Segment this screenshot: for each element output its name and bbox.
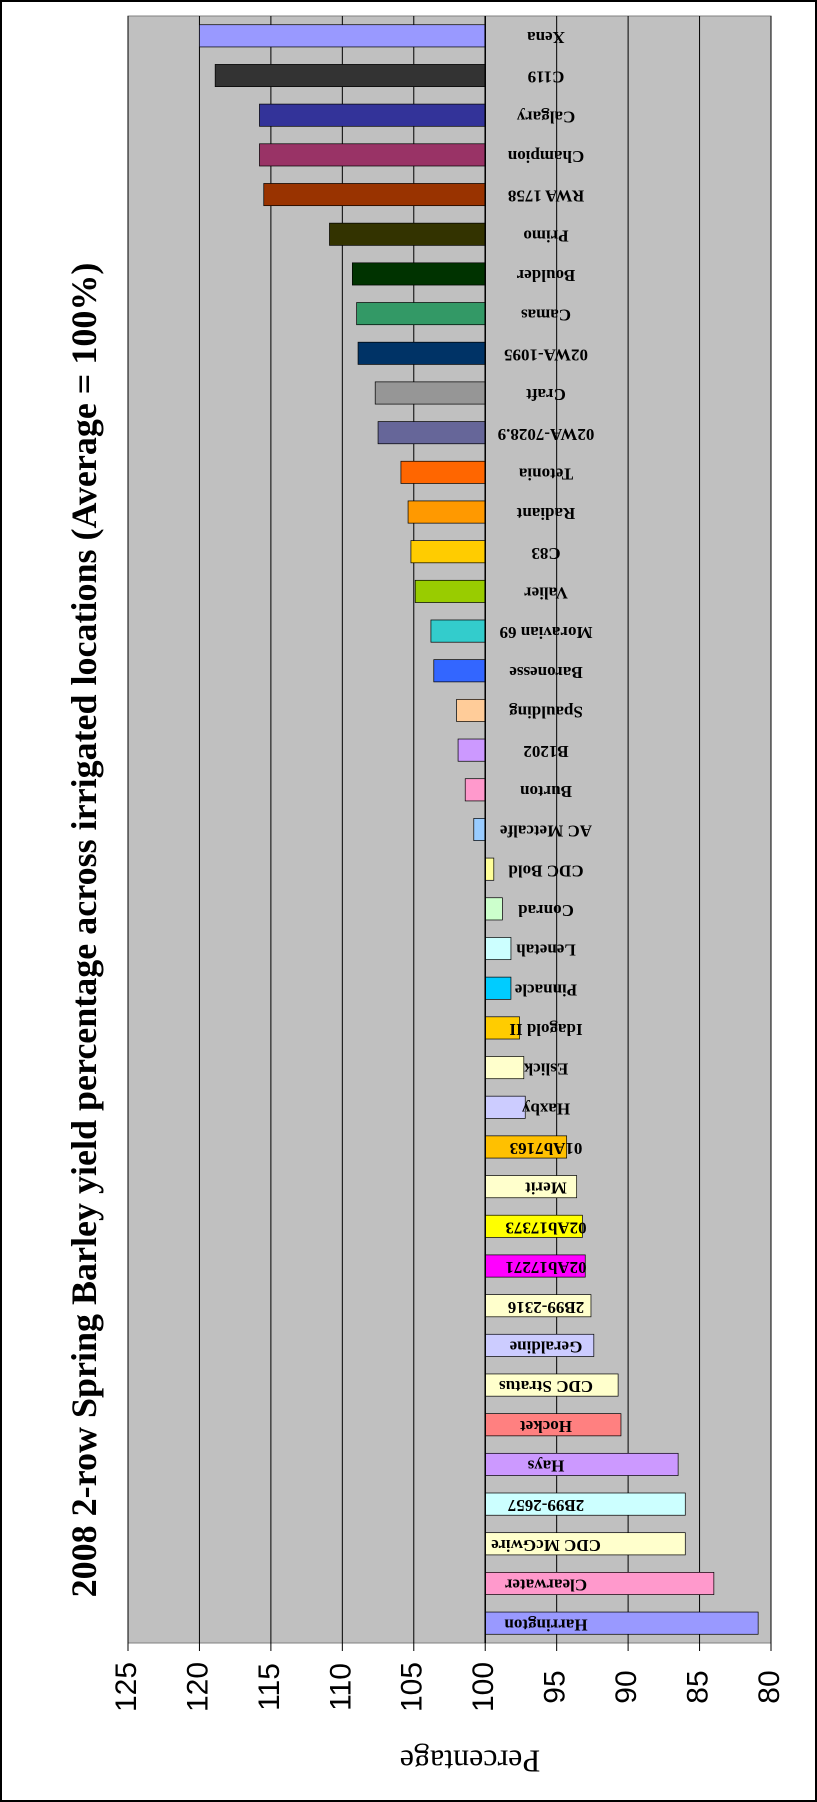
y-tick-label: 80 [753, 1670, 786, 1703]
bar [484, 1095, 526, 1119]
category-label: Conrad [518, 901, 574, 920]
bar [259, 103, 486, 127]
y-tick-label: 125 [110, 1662, 143, 1712]
category-label: Tetonia [518, 464, 573, 483]
category-label: Lenetah [516, 941, 576, 960]
category-label: 02Ab17271 [505, 1258, 586, 1277]
category-label: Calgary [516, 107, 575, 126]
category-label: CDC Stratus [499, 1377, 593, 1396]
bar [377, 421, 486, 445]
bar [199, 24, 486, 48]
y-tick-label: 115 [253, 1663, 286, 1711]
bar [407, 500, 486, 524]
category-label: B1202 [523, 742, 568, 761]
category-label: C83 [531, 544, 560, 563]
bar [433, 659, 486, 683]
bar [357, 341, 486, 365]
bar [214, 64, 486, 87]
category-label: Hocket [520, 1417, 572, 1436]
category-label: Clearwater [504, 1576, 587, 1595]
category-label: Burton [519, 782, 572, 801]
category-label: C119 [528, 68, 565, 87]
category-label: 02Ab17373 [505, 1218, 586, 1237]
category-label: Xena [527, 28, 565, 47]
y-tick-label: 100 [467, 1662, 500, 1712]
category-label: Harrington [504, 1615, 588, 1634]
bar [456, 698, 486, 722]
y-tick-label: 95 [539, 1670, 572, 1703]
bar [457, 738, 486, 762]
bar [430, 619, 486, 643]
category-label: Pinnacle [514, 980, 577, 999]
category-label: 02WA-1095 [504, 345, 588, 364]
category-label: Champion [507, 147, 584, 166]
bar [473, 818, 486, 841]
plot-area [127, 15, 772, 1644]
y-tick-label: 120 [181, 1662, 214, 1712]
category-label: Hays [527, 1457, 564, 1476]
bar [374, 381, 486, 405]
bar [484, 1056, 525, 1080]
category-label: Eslick [523, 1060, 568, 1079]
category-label: Spaulding [509, 703, 583, 722]
chart-title: 2008 2-row Spring Barley yield percentag… [64, 262, 104, 1598]
bar [484, 857, 495, 881]
bar [263, 183, 486, 207]
category-label: RWA 1758 [508, 187, 584, 206]
y-tick-label: 90 [610, 1670, 643, 1703]
y-axis-label: Percentage [400, 1744, 540, 1780]
category-label: Idagold II [509, 1020, 583, 1039]
category-label: CDC Bold [508, 861, 584, 880]
category-label: Boulder [516, 266, 575, 285]
y-tick-label: 110 [324, 1663, 357, 1711]
category-label: 2B99-2657 [507, 1496, 584, 1515]
category-label: Haxby [521, 1099, 570, 1118]
category-label: Craft [526, 385, 566, 404]
category-label: Camas [521, 306, 571, 325]
category-label: Radiant [516, 504, 575, 523]
category-label: AC Metcalfe [500, 822, 592, 841]
bar [400, 460, 486, 484]
category-label: Valier [524, 583, 568, 602]
category-label: Primo [523, 226, 568, 245]
bar [414, 579, 486, 603]
category-label: 01Ab7163 [510, 1139, 583, 1158]
category-label: Moravian 69 [499, 623, 592, 642]
bar [484, 976, 512, 1000]
category-label: Geraldine [509, 1337, 582, 1356]
bar [484, 1452, 679, 1476]
bar [356, 302, 486, 326]
y-tick-label: 105 [396, 1662, 429, 1712]
category-label: Merit [525, 1179, 567, 1198]
category-label: 2B99-2316 [508, 1298, 585, 1317]
bar [410, 540, 486, 564]
y-tick-label: 85 [681, 1670, 714, 1703]
category-label: CDC McGwire [491, 1536, 601, 1555]
bar [259, 143, 486, 167]
bar [484, 897, 503, 921]
bar [484, 937, 512, 961]
category-label: Baronesse [509, 663, 583, 682]
bar [464, 778, 486, 802]
bar [351, 262, 486, 286]
category-label: 02WA-7028.9 [498, 425, 595, 444]
bar [329, 222, 486, 246]
